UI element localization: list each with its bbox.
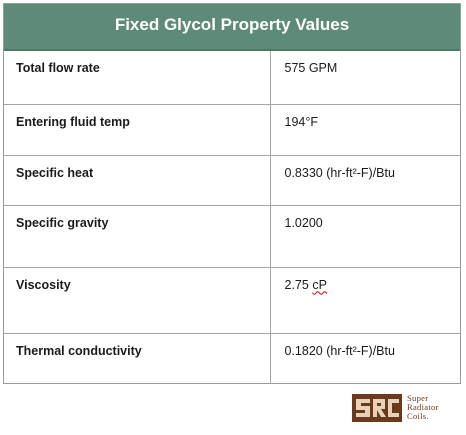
row-value-specific-heat: 0.8330 (hr-ft²-F)/Btu xyxy=(269,154,460,206)
row-label-entering-fluid-temp: Entering fluid temp xyxy=(4,103,271,156)
table-row: Entering fluid temp 194°F xyxy=(4,103,460,156)
table-row: Specific gravity 1.0200 xyxy=(4,204,460,268)
row-label-total-flow-rate: Total flow rate xyxy=(4,51,271,105)
table-row: Total flow rate 575 GPM xyxy=(4,51,460,105)
row-value-viscosity: 2.75 cP xyxy=(269,266,460,334)
row-label-viscosity: Viscosity xyxy=(4,266,271,334)
table-row: Viscosity 2.75 cP xyxy=(4,266,460,334)
logo-wordmark: Super Radiator Coils. xyxy=(407,394,462,421)
property-grid: Total flow rate 575 GPM Entering fluid t… xyxy=(4,51,460,384)
table-title: Fixed Glycol Property Values xyxy=(4,4,460,51)
row-label-specific-gravity: Specific gravity xyxy=(4,204,271,268)
viscosity-unit: cP xyxy=(312,277,327,292)
row-value-entering-fluid-temp: 194°F xyxy=(269,103,460,156)
row-label-specific-heat: Specific heat xyxy=(4,154,271,206)
row-value-total-flow-rate: 575 GPM xyxy=(269,51,460,105)
viscosity-number: 2.75 xyxy=(284,277,313,292)
src-logo-mark-icon xyxy=(352,394,402,422)
logo-line-1: Super xyxy=(407,393,429,403)
logo-line-3: Coils. xyxy=(407,411,429,421)
logo-line-2: Radiator xyxy=(407,402,439,412)
row-value-thermal-conductivity: 0.1820 (hr-ft²-F)/Btu xyxy=(269,332,460,384)
company-logo: Super Radiator Coils. xyxy=(352,393,460,423)
table-row: Thermal conductivity 0.1820 (hr-ft²-F)/B… xyxy=(4,332,460,384)
property-table: Fixed Glycol Property Values Total flow … xyxy=(3,3,461,384)
table-row: Specific heat 0.8330 (hr-ft²-F)/Btu xyxy=(4,154,460,206)
row-label-thermal-conductivity: Thermal conductivity xyxy=(4,332,271,384)
row-value-specific-gravity: 1.0200 xyxy=(269,204,460,268)
